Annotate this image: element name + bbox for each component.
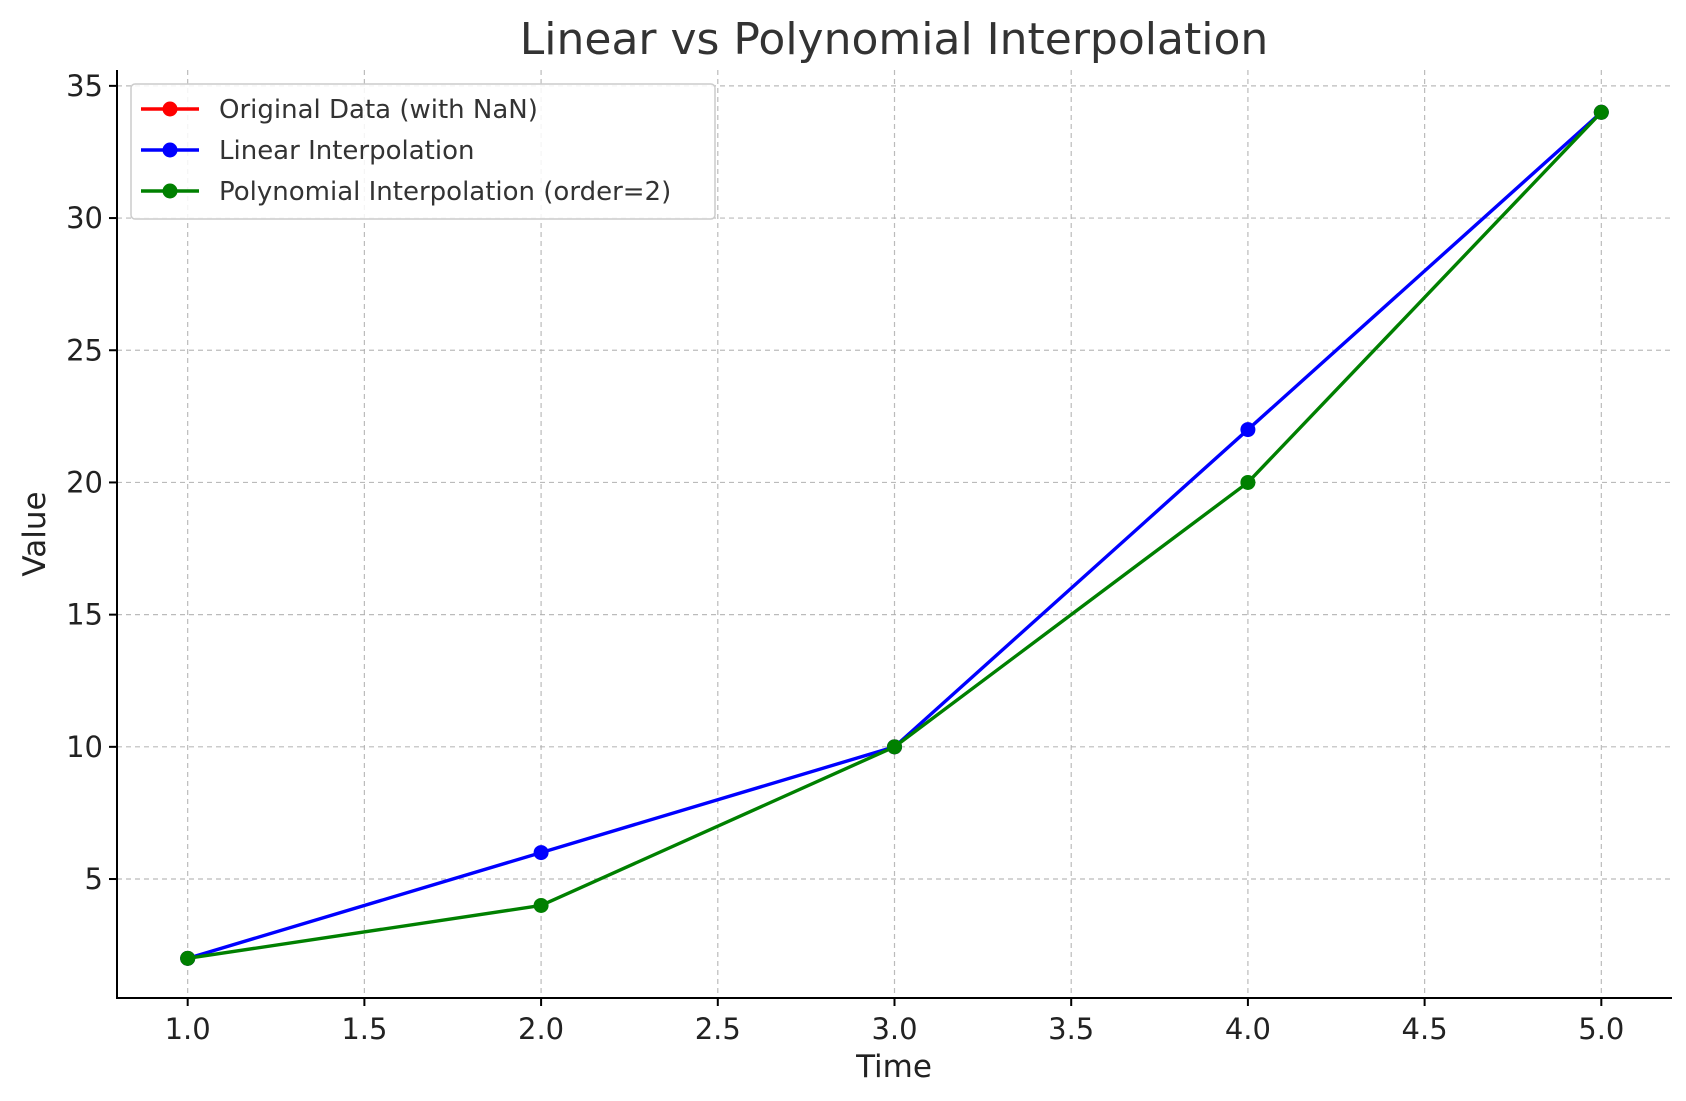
x-tick-label: 2.0 xyxy=(518,1012,564,1046)
x-tick-label: 3.0 xyxy=(871,1012,917,1046)
y-axis-label: Value xyxy=(17,491,53,576)
data-point xyxy=(533,845,549,861)
series-layer xyxy=(180,104,1609,966)
legend-label: Linear Interpolation xyxy=(219,136,474,166)
legend-marker xyxy=(162,183,178,199)
chart-title: Linear vs Polynomial Interpolation xyxy=(520,14,1269,65)
series-3 xyxy=(180,104,1609,966)
y-tick-label: 20 xyxy=(66,465,103,499)
data-point xyxy=(1240,422,1256,438)
legend-label: Original Data (with NaN) xyxy=(219,95,538,125)
legend-item: Linear Interpolation xyxy=(141,136,474,166)
legend-frame xyxy=(130,83,716,220)
x-tick-label: 3.5 xyxy=(1048,1012,1094,1046)
legend-marker xyxy=(162,142,178,158)
data-point xyxy=(1240,474,1256,490)
series-line xyxy=(187,111,1603,961)
x-tick-label: 4.5 xyxy=(1402,1012,1448,1046)
y-tick-label: 15 xyxy=(66,598,103,632)
ticks: 1.0 1.5 2.0 2.5 3.0 3.5 4.0 4.5 5.0 5 10 15 20 25 30 35 xyxy=(66,69,1624,1046)
data-point xyxy=(533,897,549,913)
legend-label: Polynomial Interpolation (order=2) xyxy=(219,177,671,207)
legend-marker xyxy=(162,101,178,117)
x-tick-label: 4.0 xyxy=(1225,1012,1271,1046)
x-tick-label: 5.0 xyxy=(1578,1012,1624,1046)
legend-item: Original Data (with NaN) xyxy=(141,95,538,125)
x-tick-label: 2.5 xyxy=(695,1012,741,1046)
data-point xyxy=(1593,104,1609,120)
data-point xyxy=(180,950,196,966)
y-tick-label: 35 xyxy=(66,69,103,103)
legend: Original Data (with NaN) Linear Interpola… xyxy=(130,83,716,220)
y-tick-label: 5 xyxy=(85,862,103,896)
y-tick-label: 30 xyxy=(66,201,103,235)
x-axis-label: Time xyxy=(855,1049,932,1085)
x-tick-label: 1.0 xyxy=(165,1012,211,1046)
y-tick-label: 25 xyxy=(66,333,103,367)
series-line xyxy=(187,111,1603,960)
y-tick-label: 10 xyxy=(66,730,103,764)
data-point xyxy=(887,739,902,755)
legend-item: Polynomial Interpolation (order=2) xyxy=(141,177,671,207)
x-tick-label: 1.5 xyxy=(341,1012,387,1046)
